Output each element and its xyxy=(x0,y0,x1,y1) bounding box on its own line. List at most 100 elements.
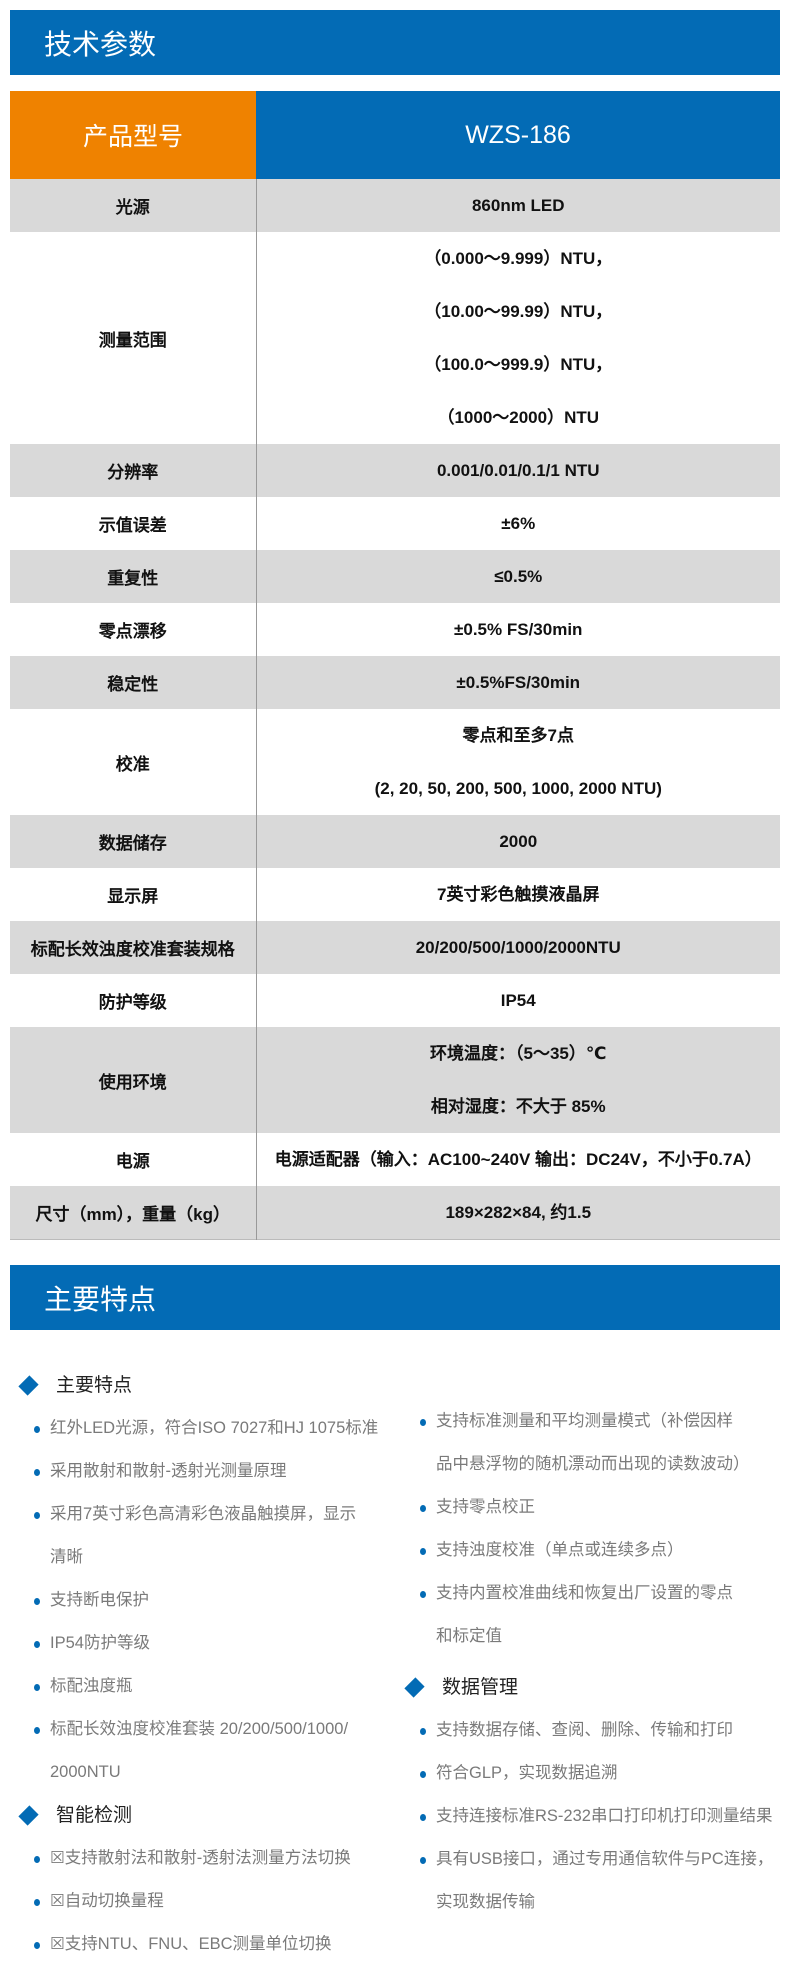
bullet-icon xyxy=(420,1728,426,1735)
table-row: 电源 电源适配器（输入：AC100~240V 输出：DC24V，不小于0.7A） xyxy=(10,1133,780,1186)
table-row: 数据储存 2000 xyxy=(10,815,780,868)
spec-value-line: 7英寸彩色触摸液晶屏 xyxy=(437,885,600,904)
spec-label: 校准 xyxy=(10,709,257,815)
table-row: 显示屏 7英寸彩色触摸液晶屏 xyxy=(10,868,780,921)
spec-value: ±0.5% FS/30min xyxy=(256,603,780,656)
feature-item-line: 实现数据传输 xyxy=(436,1893,535,1911)
table-row: 零点漂移 ±0.5% FS/30min xyxy=(10,603,780,656)
feature-group-heading: 主要特点 xyxy=(18,1364,400,1407)
table-row: 防护等级 IP54 xyxy=(10,974,780,1027)
feature-item-line: 采用7英寸彩色高清彩色液晶触摸屏，显示 xyxy=(50,1505,357,1523)
feature-item: 采用7英寸彩色高清彩色液晶触摸屏，显示 清晰 xyxy=(20,1493,400,1579)
feature-item-line: 采用散射和散射-透射光测量原理 xyxy=(50,1462,287,1480)
bullet-icon xyxy=(34,1641,40,1648)
table-row: 使用环境 环境温度：（5～35）℃ 相对湿度：不大于 85% xyxy=(10,1027,780,1133)
feature-item-line: 支持连接标准RS-232串口打印机打印测量结果 xyxy=(436,1807,773,1825)
spec-label: 标配长效浊度校准套装规格 xyxy=(10,921,257,974)
bullet-icon xyxy=(420,1419,426,1426)
diamond-icon xyxy=(404,1677,425,1698)
table-header-row: 产品型号 WZS-186 xyxy=(10,91,780,179)
feature-item-line: ☒自动切换量程 xyxy=(50,1892,164,1910)
feature-item-line: 支持断电保护 xyxy=(50,1591,149,1609)
bullet-icon xyxy=(34,1426,40,1433)
spec-value: ±0.5%FS/30min xyxy=(256,656,780,709)
feature-item-line: ☒支持NTU、FNU、EBC测量单位切换 xyxy=(50,1935,332,1953)
spec-label: 测量范围 xyxy=(10,232,257,444)
spec-value-line: 189×282×84, 约1.5 xyxy=(445,1203,592,1222)
feature-item: 采用散射和散射-透射光测量原理 xyxy=(20,1450,400,1493)
feature-item: 红外LED光源，符合ISO 7027和HJ 1075标准 xyxy=(20,1407,400,1450)
diamond-icon xyxy=(18,1805,39,1826)
spec-label: 分辨率 xyxy=(10,444,257,497)
bullet-icon xyxy=(34,1899,40,1906)
feature-item-line: 具有USB接口，通过专用通信软件与PC连接， xyxy=(436,1850,774,1868)
spec-value: 860nm LED xyxy=(256,179,780,232)
table-row: 稳定性 ±0.5%FS/30min xyxy=(10,656,780,709)
spec-label: 光源 xyxy=(10,179,257,232)
spec-table: 产品型号 WZS-186 光源 860nm LED 测量范围 （0.000～9.999… xyxy=(10,91,780,1240)
feature-item: 符合GLP，实现数据追溯 xyxy=(406,1752,786,1795)
section-header-features: 主要特点 xyxy=(10,1265,780,1330)
spec-value-line: （1000～2000）NTU xyxy=(437,408,600,427)
bullet-icon xyxy=(420,1814,426,1821)
feature-item: 标配长效浊度校准套装 20/200/500/1000/2000NTU xyxy=(20,1708,400,1794)
feature-item-line: 支持零点校正 xyxy=(436,1498,535,1516)
spec-value: 189×282×84, 约1.5 xyxy=(256,1186,780,1240)
section-title: 技术参数 xyxy=(44,28,157,60)
spec-label: 数据储存 xyxy=(10,815,257,868)
table-row: 校准 零点和至多7点 (2, 20, 50, 200, 500, 1000, 200… xyxy=(10,709,780,815)
spec-value-line: （100.0～999.9）NTU， xyxy=(424,355,613,374)
feature-item: 支持连接标准RS-232串口打印机打印测量结果 xyxy=(406,1795,786,1838)
feature-item-line: ☒支持散射法和散射-透射法测量方法切换 xyxy=(50,1849,351,1867)
feature-item: 支持数据存储、查阅、删除、传输和打印 xyxy=(406,1709,786,1752)
spec-label: 尺寸（mm），重量（kg） xyxy=(10,1186,257,1240)
diamond-icon xyxy=(18,1375,39,1396)
bullet-icon xyxy=(34,1942,40,1949)
bullet-icon xyxy=(34,1598,40,1605)
section-title: 主要特点 xyxy=(44,1283,157,1315)
spec-value-line: IP54 xyxy=(500,991,536,1010)
feature-item-line: 清晰 xyxy=(50,1548,83,1566)
spec-label: 显示屏 xyxy=(10,868,257,921)
bullet-icon xyxy=(420,1548,426,1555)
section-header-tech-params: 技术参数 xyxy=(10,10,780,75)
feature-item-line: 标配长效浊度校准套装 20/200/500/1000/ xyxy=(50,1720,349,1738)
spec-value-line: （0.000～9.999）NTU， xyxy=(424,249,613,268)
bullet-icon xyxy=(34,1727,40,1734)
bullet-icon xyxy=(420,1771,426,1778)
feature-item-line: 支持内置校准曲线和恢复出厂设置的零点 xyxy=(436,1584,733,1602)
spec-value-line: ±0.5% FS/30min xyxy=(454,620,583,639)
spec-value: 环境温度：（5～35）℃ 相对湿度：不大于 85% xyxy=(256,1027,780,1133)
feature-item-line: 和标定值 xyxy=(436,1627,502,1645)
spec-value: 0.001/0.01/0.1/1 NTU xyxy=(256,444,780,497)
feature-item-line: 支持标准测量和平均测量模式（补偿因样 xyxy=(436,1412,733,1430)
spec-value: 20/200/500/1000/2000NTU xyxy=(256,921,780,974)
feature-item: 支持断电保护 xyxy=(20,1579,400,1622)
spec-value: 7英寸彩色触摸液晶屏 xyxy=(256,868,780,921)
feature-group-title: 主要特点 xyxy=(56,1375,133,1396)
spec-value: IP54 xyxy=(256,974,780,1027)
feature-item: 标配浊度瓶 xyxy=(20,1665,400,1708)
spec-value-line: ±0.5%FS/30min xyxy=(456,673,581,692)
spec-value-line: 电源适配器（输入：AC100~240V 输出：DC24V，不小于0.7A） xyxy=(274,1150,762,1169)
table-row: 重复性 ≤0.5% xyxy=(10,550,780,603)
feature-item-line: 支持浊度校准（单点或连续多点） xyxy=(436,1541,684,1559)
feature-item-line: 2000NTU xyxy=(50,1763,121,1781)
feature-item: 支持内置校准曲线和恢复出厂设置的零点 和标定值 xyxy=(406,1572,786,1658)
table-row: 测量范围 （0.000～9.999）NTU， （10.00～99.99）NTU， （1… xyxy=(10,232,780,444)
table-row: 标配长效浊度校准套装规格 20/200/500/1000/2000NTU xyxy=(10,921,780,974)
spec-value-line: 2000 xyxy=(499,832,538,851)
spec-value-line: 相对湿度：不大于 85% xyxy=(430,1097,606,1116)
spec-label: 零点漂移 xyxy=(10,603,257,656)
spec-value-line: ±6% xyxy=(501,514,536,533)
spec-value-line: 860nm LED xyxy=(471,196,565,215)
feature-item: 具有USB接口，通过专用通信软件与PC连接， 实现数据传输 xyxy=(406,1838,786,1924)
feature-item-line: 符合GLP，实现数据追溯 xyxy=(436,1764,618,1782)
spec-label: 防护等级 xyxy=(10,974,257,1027)
spec-value-line: 环境温度：（5～35）℃ xyxy=(430,1044,607,1063)
feature-item: ☒支持散射法和散射-透射法测量方法切换 xyxy=(20,1837,400,1880)
features-left-column: 主要特点红外LED光源，符合ISO 7027和HJ 1075标准采用散射和散射-… xyxy=(18,1364,400,1966)
spec-value: 零点和至多7点 (2, 20, 50, 200, 500, 1000, 2000 … xyxy=(256,709,780,815)
spec-value-line: 20/200/500/1000/2000NTU xyxy=(415,938,621,957)
feature-item: 支持浊度校准（单点或连续多点） xyxy=(406,1529,786,1572)
